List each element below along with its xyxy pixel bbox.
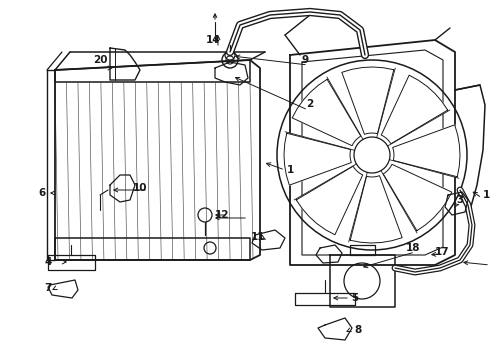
Text: 6: 6: [38, 188, 46, 198]
Polygon shape: [381, 75, 448, 144]
Text: 12: 12: [215, 210, 229, 220]
Polygon shape: [350, 176, 402, 243]
Text: 1: 1: [286, 165, 294, 175]
Text: 8: 8: [354, 325, 362, 335]
Text: 10: 10: [133, 183, 147, 193]
Text: 20: 20: [93, 55, 107, 65]
Polygon shape: [296, 166, 363, 235]
Text: 16: 16: [483, 190, 490, 200]
Polygon shape: [292, 79, 361, 146]
Polygon shape: [342, 67, 394, 134]
Text: 3: 3: [456, 195, 464, 205]
Text: 18: 18: [406, 243, 420, 253]
Polygon shape: [383, 164, 452, 231]
Polygon shape: [284, 133, 351, 185]
Text: 7: 7: [44, 283, 51, 293]
Text: 5: 5: [351, 293, 359, 303]
Text: 17: 17: [435, 247, 449, 257]
Text: 11: 11: [251, 232, 265, 242]
Text: 4: 4: [44, 257, 51, 267]
Text: 9: 9: [301, 55, 309, 65]
Text: 2: 2: [306, 99, 314, 109]
Polygon shape: [392, 125, 460, 177]
Text: 14: 14: [206, 35, 220, 45]
